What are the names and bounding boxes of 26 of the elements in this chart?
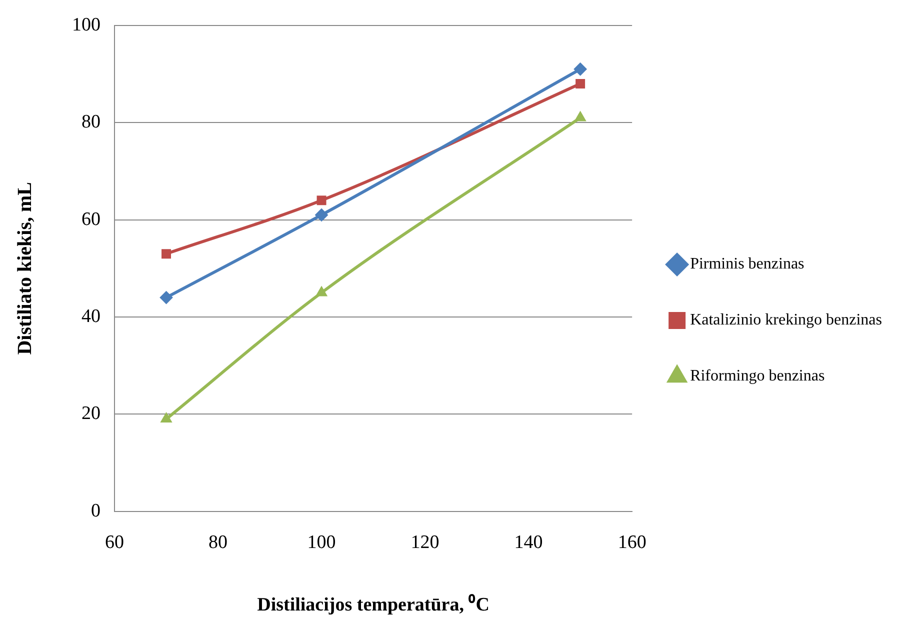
y-tick-label: 60 — [82, 208, 100, 230]
x-tick-label: 160 — [618, 532, 646, 553]
x-axis-title: Distiliacijos temperatūra, ⁰C — [257, 594, 490, 616]
legend-label: Pirminis benzinas — [690, 256, 804, 273]
y-tick-label: 0 — [91, 500, 100, 522]
point — [574, 62, 587, 76]
point — [160, 412, 172, 423]
point — [316, 196, 326, 206]
legend-label: Riformingo benzinas — [690, 368, 825, 385]
point — [315, 208, 328, 222]
y-tick-label: 20 — [82, 403, 100, 424]
y-axis-title: Distiliato kiekis, mL — [14, 182, 36, 355]
y-tick-label: 100 — [72, 14, 100, 36]
x-tick-label: 80 — [208, 532, 228, 553]
point — [576, 78, 586, 88]
y-tick-label: 80 — [82, 112, 100, 133]
x-tick-label: 60 — [105, 532, 124, 553]
x-tick-label: 120 — [410, 532, 440, 553]
point — [316, 286, 328, 296]
x-tick-label: 100 — [307, 532, 336, 553]
point — [574, 111, 586, 122]
point — [162, 249, 171, 259]
x-tick-label: 140 — [514, 532, 543, 553]
point — [160, 291, 173, 304]
legend-label: Katalizinio krekingo benzinas — [690, 312, 882, 329]
y-tick-label: 40 — [82, 306, 100, 327]
